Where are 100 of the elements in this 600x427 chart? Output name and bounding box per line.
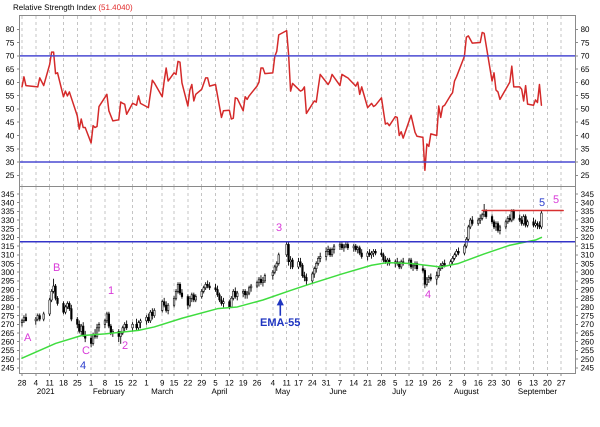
y-tick-label: 35 (5, 144, 15, 154)
x-tick-label: 14 (349, 378, 359, 388)
y2-tick-label: 335 (580, 207, 594, 216)
x-tick-label: 17 (294, 378, 304, 388)
y2-tick-label: 320 (580, 233, 594, 242)
y2-tick-label: 295 (580, 276, 594, 286)
y-tick-label: 280 (1, 302, 15, 312)
y2-tick-label: 80 (580, 25, 590, 34)
x-tick-label: 6 (517, 378, 522, 388)
y-tick-label: 330 (1, 216, 15, 225)
y-tick-label: 255 (1, 346, 15, 356)
annotation: 4 (80, 360, 86, 372)
x2-tick-label: 2021 (36, 387, 56, 396)
x-tick-label: 9 (160, 378, 165, 388)
y-tick-label: 270 (1, 320, 15, 330)
y-tick-label: 325 (1, 224, 15, 234)
x-tick-label: 28 (18, 378, 27, 388)
y2-tick-label: 75 (580, 38, 590, 48)
x-tick-label: 21 (363, 378, 373, 388)
x-tick-label: 26 (432, 378, 442, 388)
x2-tick-label: September (518, 387, 558, 396)
y2-tick-label: 285 (580, 294, 594, 304)
x2-tick-label: April (211, 387, 228, 396)
annotation: 1 (108, 285, 114, 297)
annotation: EMA-55 (260, 317, 300, 329)
x-tick-label: 28 (376, 378, 386, 388)
x2-tick-label: March (151, 387, 174, 396)
x-tick-label: 23 (488, 378, 498, 388)
x-tick-label: 5 (213, 378, 218, 388)
y-tick-label: 315 (1, 242, 15, 251)
x-tick-label: 24 (308, 378, 318, 388)
x-tick-label: 1 (144, 378, 150, 388)
y2-tick-label: 45 (580, 118, 590, 128)
line-series (21, 30, 542, 172)
annotation: 5 (539, 197, 546, 209)
y-tick-label: 40 (5, 131, 15, 140)
y2-tick-label: 65 (580, 64, 590, 74)
candlestick (222, 298, 225, 308)
y2-tick-label: 260 (580, 338, 594, 347)
x-tick-label: 1 (88, 378, 94, 388)
x2-tick-label: February (92, 387, 125, 396)
y-tick-label: 320 (1, 233, 15, 242)
y-tick-label: 70 (5, 52, 15, 61)
x-tick-label: 18 (58, 378, 68, 388)
x2-tick-label: May (275, 387, 290, 396)
x2-tick-label: June (329, 387, 348, 396)
line-series (21, 236, 542, 359)
x-tick-label: 15 (114, 378, 124, 388)
y2-tick-label: 315 (580, 242, 594, 251)
candlestick (139, 318, 142, 328)
y2-tick-label: 245 (580, 364, 594, 373)
x-tick-label: 12 (404, 378, 414, 388)
y2-tick-label: 270 (580, 320, 594, 330)
x-tick-label: 8 (102, 378, 108, 388)
chart-title: Relative Strength Index (13, 3, 96, 12)
x2-tick-label: August (454, 387, 480, 396)
x2-tick-label: July (392, 387, 406, 396)
y2-tick-label: 250 (580, 354, 594, 364)
y-tick-label: 250 (1, 354, 15, 364)
annotation: 2 (122, 340, 128, 352)
y2-tick-label: 305 (580, 259, 594, 268)
x-tick-label: 22 (128, 378, 138, 388)
y-tick-label: 30 (5, 158, 15, 167)
annotation: 4 (425, 289, 432, 301)
annotation: B (53, 262, 60, 274)
x-tick-label: 30 (501, 378, 511, 388)
y-tick-label: 285 (1, 294, 15, 304)
candlestick (20, 318, 24, 326)
y2-tick-label: 40 (580, 131, 590, 140)
x-tick-label: 9 (462, 378, 468, 388)
y-tick-label: 55 (5, 91, 15, 100)
x-tick-label: 13 (529, 378, 539, 388)
y2-tick-label: 55 (580, 91, 590, 100)
y2-tick-label: 35 (580, 144, 590, 154)
annotation: A (24, 332, 32, 344)
y2-tick-label: 265 (580, 328, 594, 338)
y-tick-label: 265 (1, 328, 15, 338)
chart-subtitle: (51.4040) (98, 3, 133, 12)
y2-tick-label: 50 (580, 104, 590, 114)
y-tick-label: 50 (5, 104, 15, 114)
y-tick-label: 80 (5, 25, 15, 34)
y2-tick-label: 310 (580, 250, 594, 260)
y2-tick-label: 325 (580, 224, 594, 234)
annotation: 5 (553, 194, 560, 206)
y-tick-label: 310 (1, 250, 15, 260)
y-tick-label: 335 (1, 207, 15, 216)
y-tick-label: 305 (1, 259, 15, 268)
x-tick-label: 4 (270, 378, 276, 388)
y2-tick-label: 255 (580, 346, 594, 356)
x-tick-label: 12 (224, 378, 234, 388)
y-tick-label: 300 (1, 268, 15, 277)
y-tick-label: 60 (5, 78, 15, 88)
x-tick-label: 15 (170, 378, 180, 388)
y-tick-label: 290 (1, 285, 15, 294)
x-tick-label: 29 (197, 378, 207, 388)
y2-tick-label: 300 (580, 268, 594, 277)
x-tick-label: 16 (474, 378, 484, 388)
x-tick-label: 2 (448, 378, 454, 388)
x-tick-label: 22 (183, 378, 193, 388)
y2-tick-label: 290 (580, 285, 594, 294)
